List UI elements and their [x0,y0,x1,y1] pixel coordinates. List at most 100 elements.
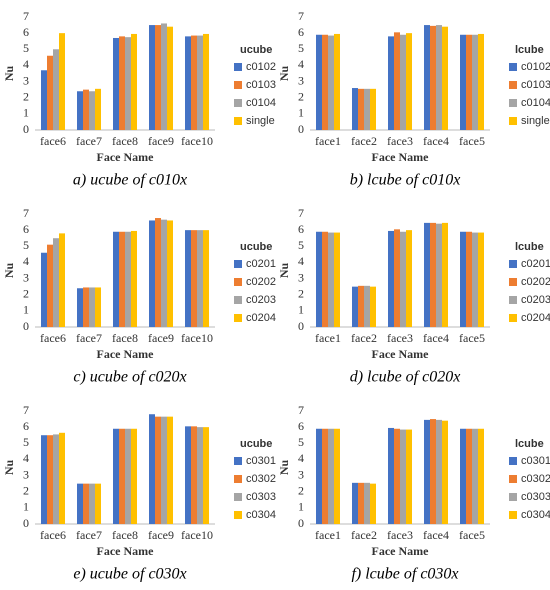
bar [149,220,155,327]
bar [328,35,334,130]
bar [316,428,322,524]
legend-label: c0302 [246,473,276,485]
legend-label: c0301 [246,455,276,467]
bar [53,238,59,327]
y-axis-title: Nu [277,263,291,279]
bar [472,428,478,524]
bar [203,33,209,131]
legend-label: c0204 [521,312,550,324]
x-tick-label: face2 [351,528,377,542]
bar [406,33,412,131]
x-tick-label: face8 [112,331,138,345]
legend-title: ucube [240,241,272,253]
y-tick-label: 5 [298,238,304,252]
bar [322,428,328,524]
bar [364,482,370,524]
legend-label: c0304 [521,509,550,521]
legend-label: c0302 [521,473,550,485]
x-axis-title: Face Name [97,150,155,164]
y-tick-label: 1 [298,303,304,317]
x-axis-title: Face Name [97,544,155,558]
bar [358,88,364,130]
x-tick-label: face5 [459,331,485,345]
bar [131,33,137,131]
bar [406,230,412,327]
x-tick-label: face3 [387,331,413,345]
legend-swatch [234,296,242,304]
bar [119,36,125,130]
bar [47,244,53,327]
bar [161,219,167,327]
bar [370,286,376,327]
y-tick-label: 1 [298,500,304,514]
bar [185,36,191,130]
y-tick-label: 6 [23,419,29,433]
x-tick-label: face10 [181,331,213,345]
x-tick-label: face8 [112,134,138,148]
bar [131,428,137,524]
x-tick-label: face10 [181,528,213,542]
legend-swatch [509,296,517,304]
y-tick-label: 3 [23,467,29,481]
y-tick-label: 2 [298,89,304,103]
bar [478,232,484,327]
y-axis-title: Nu [277,66,291,82]
bar [83,287,89,327]
bar [460,34,466,130]
x-tick-label: face1 [315,331,341,345]
legend-swatch [509,81,517,89]
legend-label: c0102 [521,61,550,73]
bar [358,285,364,327]
legend-swatch [509,511,517,519]
bar [113,37,119,130]
legend-title: lcube [515,241,544,253]
bar [47,435,53,524]
y-tick-label: 7 [298,206,304,220]
bar [430,222,436,327]
x-tick-label: face9 [148,528,174,542]
legend-label: c0201 [246,258,276,270]
bar [400,231,406,327]
legend-label: single [521,115,550,127]
y-tick-label: 6 [298,222,304,236]
bar [370,88,376,130]
legend-swatch [234,475,242,483]
x-tick-label: face4 [423,528,449,542]
legend-label: c0203 [246,294,276,306]
bar [322,34,328,130]
x-tick-label: face5 [459,528,485,542]
bar [436,419,442,524]
legend-title: ucube [240,438,272,450]
legend-swatch [509,314,517,322]
x-tick-label: face6 [40,134,66,148]
legend-swatch [234,314,242,322]
y-tick-label: 4 [298,451,304,465]
legend-label: c0304 [246,509,276,521]
x-axis-title: Face Name [97,347,155,361]
bar [161,23,167,131]
x-tick-label: face7 [76,331,102,345]
y-tick-label: 3 [298,73,304,87]
y-tick-label: 6 [23,222,29,236]
legend-label: single [246,115,275,127]
bar [167,220,173,327]
legend-label: c0301 [521,455,550,467]
legend-label: c0102 [246,61,276,73]
bar [119,428,125,524]
y-tick-label: 6 [298,419,304,433]
bar [191,426,197,524]
y-tick-label: 4 [298,57,304,71]
bar [466,231,472,327]
y-tick-label: 7 [23,9,29,23]
bar [203,427,209,524]
bar [53,434,59,524]
y-tick-label: 5 [298,435,304,449]
x-axis-title: Face Name [372,347,430,361]
x-tick-label: face7 [76,528,102,542]
x-tick-label: face5 [459,134,485,148]
legend-label: c0103 [521,79,550,91]
y-tick-label: 1 [23,500,29,514]
bar [460,428,466,524]
legend-label: c0303 [521,491,550,503]
bar [316,231,322,327]
